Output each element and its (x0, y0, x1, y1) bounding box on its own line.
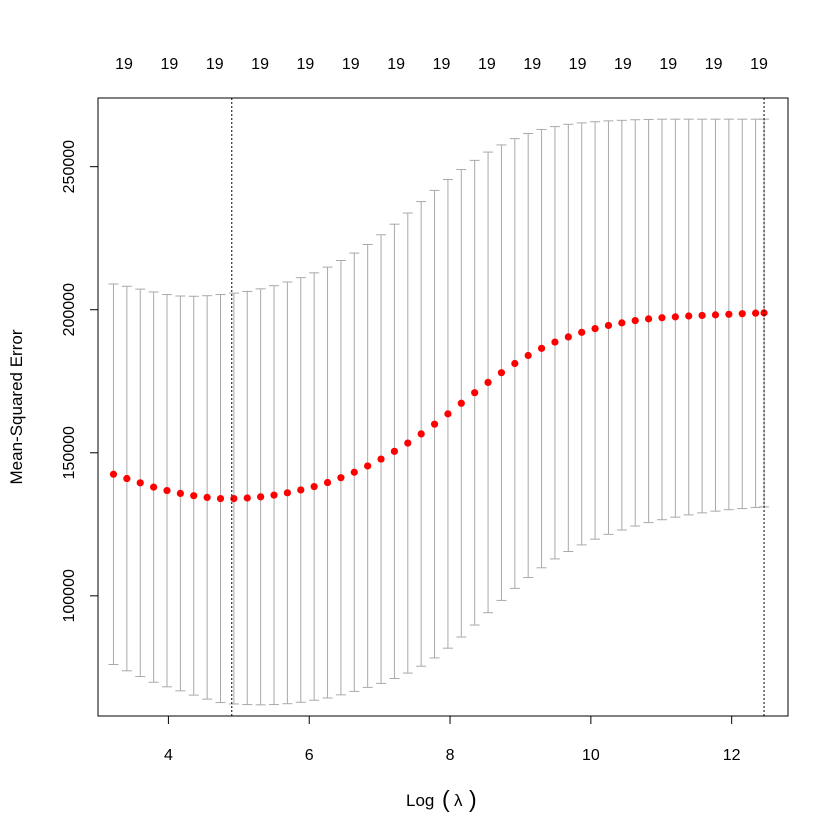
mean-point (323, 478, 332, 487)
mean-point (578, 328, 586, 336)
mean-point (257, 493, 265, 501)
mean-point (644, 315, 653, 323)
x-axis-label-close-paren: ) (469, 786, 477, 812)
mean-point (377, 455, 385, 463)
top-count-label: 19 (115, 56, 133, 73)
top-count-label: 19 (659, 56, 677, 73)
x-axis-label-prefix: Log (406, 791, 434, 810)
mean-point (230, 494, 238, 503)
mean-point (604, 321, 613, 330)
reference-lines (231, 98, 765, 716)
mean-point (591, 325, 599, 333)
top-count-label: 19 (342, 56, 360, 73)
top-count-label: 19 (160, 56, 178, 73)
top-count-label: 19 (705, 56, 723, 73)
mean-point (404, 439, 412, 447)
x-axis-label: Log ( λ ) (406, 786, 477, 812)
data-points (109, 309, 768, 503)
x-axis-label-lambda: λ (454, 791, 463, 810)
y-axis-label: Mean-Squared Error (7, 329, 26, 484)
mean-point (163, 486, 171, 495)
mean-point (725, 310, 733, 318)
y-tick-label: 250000 (61, 140, 78, 193)
mean-point (658, 314, 666, 322)
mean-point (216, 494, 225, 503)
top-count-label: 19 (433, 56, 451, 73)
x-tick-label: 12 (723, 747, 741, 764)
mean-point (430, 420, 439, 428)
x-tick-label: 8 (446, 747, 455, 764)
mean-point (711, 311, 720, 319)
mean-point (283, 489, 291, 497)
mean-point (760, 309, 768, 317)
mean-point (444, 410, 452, 418)
x-tick-label: 6 (305, 747, 314, 764)
mean-point (537, 344, 546, 352)
mean-point (497, 369, 506, 377)
mean-point (190, 492, 198, 500)
mean-point (364, 462, 372, 470)
top-count-label: 19 (387, 56, 405, 73)
y-tick-label: 200000 (61, 283, 78, 336)
mean-point (631, 316, 639, 325)
mean-point (471, 389, 479, 397)
mean-point (243, 494, 251, 502)
mean-point (136, 479, 144, 487)
mean-point (350, 468, 358, 476)
y-tick-label: 150000 (61, 426, 78, 479)
x-axis-label-open-paren: ( (442, 786, 450, 812)
mean-point (176, 489, 184, 498)
top-count-label: 19 (614, 56, 632, 73)
mean-point (123, 474, 131, 483)
mean-point (417, 430, 425, 438)
top-count-label: 19 (750, 56, 768, 73)
mean-point (337, 474, 345, 482)
mean-point (564, 333, 572, 341)
mean-point (297, 486, 305, 494)
x-tick-label: 10 (582, 747, 600, 764)
mean-point (738, 310, 746, 318)
mean-point (150, 483, 158, 491)
mean-point (484, 378, 492, 386)
mean-point (390, 447, 399, 455)
mean-point (457, 399, 465, 407)
mean-point (109, 470, 118, 478)
top-count-label: 19 (569, 56, 587, 73)
top-axis-labels: 19 19 19 19 19 19 19 19 19 19 19 19 19 19 19 (115, 56, 768, 73)
mean-point (685, 312, 693, 320)
mean-point (310, 482, 318, 491)
top-count-label: 19 (297, 56, 315, 73)
mean-point (524, 351, 532, 360)
top-count-label: 19 (251, 56, 269, 73)
mean-point (752, 309, 760, 317)
mean-point (270, 491, 278, 499)
top-count-label: 19 (478, 56, 496, 73)
top-count-label: 19 (523, 56, 541, 73)
mean-point (698, 311, 706, 320)
x-tick-label: 4 (164, 747, 173, 764)
mean-point (511, 359, 519, 368)
y-tick-label: 100000 (61, 569, 78, 622)
mean-point (203, 493, 211, 502)
mean-point (551, 338, 559, 346)
top-count-label: 19 (206, 56, 224, 73)
mean-point (671, 313, 679, 321)
x-axis: 4 6 8 10 12 (164, 715, 741, 764)
mean-point (618, 319, 626, 327)
y-axis: 100000 150000 200000 250000 (61, 140, 99, 623)
